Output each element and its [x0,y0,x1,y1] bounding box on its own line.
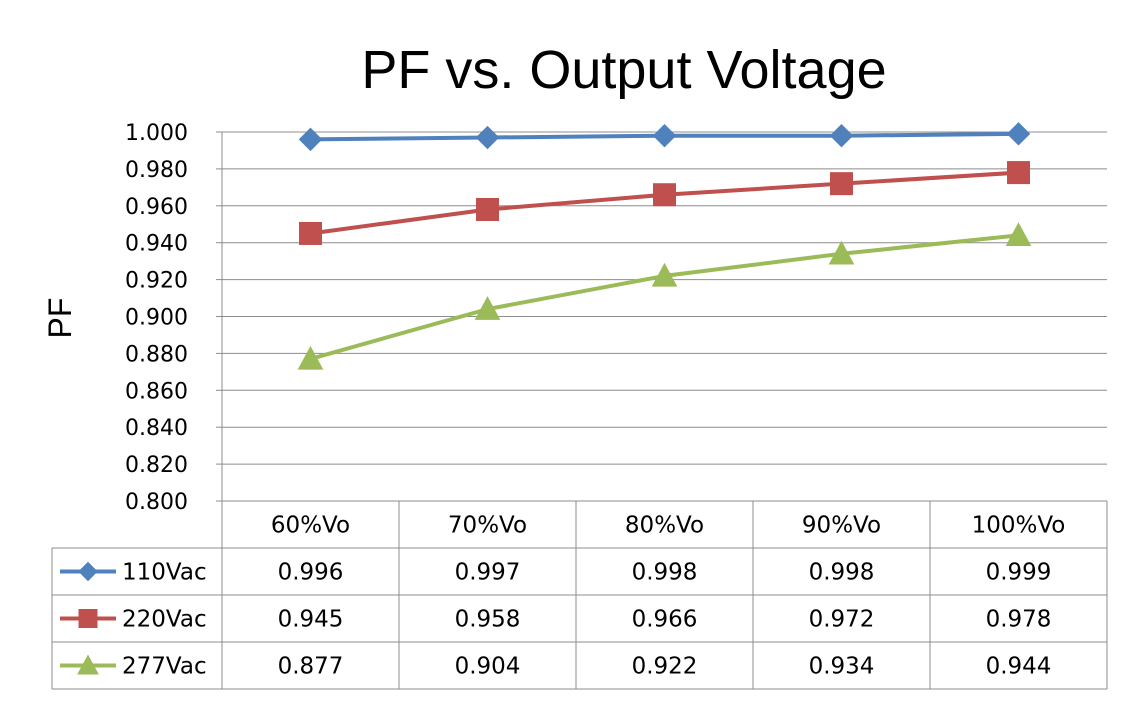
x-category-label: 70%Vo [448,513,527,539]
chart-title: PF vs. Output Voltage [361,40,886,100]
table-cell-value: 0.877 [278,654,344,680]
table-cell-value: 0.934 [809,654,875,680]
legend-label: 110Vac [122,560,207,586]
y-tick-labels: 1.000 0.980 0.960 0.940 0.920 0.900 0.880 0.860… [125,121,188,515]
y-tick-label: 0.800 [125,490,188,515]
data-table: 60%Vo 70%Vo 80%Vo 90%Vo 100%Vo 110Vac 0.996 0.9… [51,500,1108,690]
y-tick-label: 0.860 [125,379,188,404]
table-cell-value: 0.998 [632,560,698,586]
series-277Vac [297,222,1032,370]
data-series [297,122,1032,370]
data-point [828,240,855,265]
table-cell-value: 0.944 [986,654,1052,680]
data-point [653,183,676,207]
data-point [652,123,677,148]
table-cell-value: 0.972 [809,607,875,633]
table-cell-value: 0.996 [278,560,344,586]
table-cell-value: 0.922 [632,654,698,680]
y-tick-label: 0.880 [125,342,188,367]
y-tick-label: 0.840 [125,416,188,441]
data-point [474,296,501,320]
x-category-label: 60%Vo [271,513,350,539]
data-point [651,262,678,287]
data-point [1006,122,1031,146]
legend-key-marker [78,561,98,582]
legend-label: 277Vac [122,654,207,680]
data-point [830,172,853,196]
legend-label: 220Vac [122,607,207,633]
legend-key-marker [77,654,99,675]
table-cell-value: 0.904 [455,654,521,680]
table-cell-value: 0.966 [632,607,698,633]
data-point [299,221,322,245]
table-cell-value: 0.997 [455,560,521,586]
y-tick-label: 0.980 [125,158,188,183]
legend-key-marker [78,609,98,628]
table-cell-value: 0.945 [278,607,344,633]
y-tick-label: 0.960 [125,195,188,220]
data-point [475,125,500,150]
axes [216,131,223,502]
data-point [1007,161,1030,185]
series-110Vac [298,122,1031,152]
data-point [297,345,324,370]
series-line [309,233,1019,361]
y-tick-label: 0.900 [125,306,188,331]
table-cell-value: 0.998 [809,560,875,586]
table-cell-value: 0.958 [455,607,521,633]
x-category-label: 80%Vo [625,513,704,539]
data-point [829,123,854,148]
x-category-label: 90%Vo [802,513,881,539]
table-cell-value: 0.999 [986,560,1052,586]
data-point [1005,222,1032,247]
y-tick-label: 0.940 [125,232,188,257]
data-point [476,197,499,221]
table-cell-value: 0.978 [986,607,1052,633]
series-220Vac [299,161,1030,245]
data-point [298,127,323,152]
x-category-label: 100%Vo [972,513,1066,539]
y-tick-label: 0.820 [125,453,188,478]
y-tick-label: 1.000 [125,121,188,146]
y-tick-label: 0.920 [125,269,188,294]
y-axis-label: PF [42,298,78,339]
